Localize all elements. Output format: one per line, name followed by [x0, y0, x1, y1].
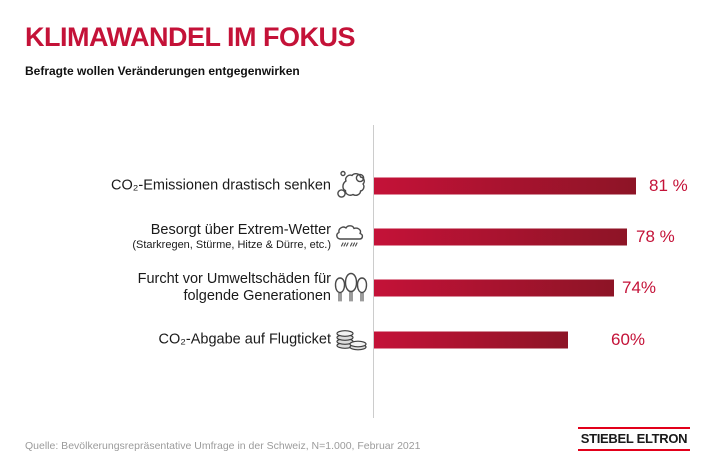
row-label: CO₂-Emissionen drastisch senken [31, 178, 331, 195]
row-label: Besorgt über Extrem-Wetter (Starkregen, … [31, 222, 331, 252]
stiebel-eltron-logo: STIEBEL ELTRON [578, 427, 690, 451]
bar-extrem-wetter [374, 228, 627, 246]
row-label-line1: Besorgt über Extrem-Wetter [150, 222, 331, 238]
bar-value-label: 60% [611, 330, 646, 349]
page-title: KLIMAWANDEL IM FOKUS [25, 22, 356, 52]
coins-icon [332, 320, 370, 360]
row-label-line1: CO₂-Abgabe auf Flugticket [158, 331, 331, 348]
rain-cloud-icon [332, 217, 370, 257]
bar-value-label: 78 % [636, 227, 675, 246]
bar-co2-abgabe [374, 331, 568, 349]
source-note: Quelle: Bevölkerungsrepräsentative Umfra… [25, 440, 421, 452]
page-subtitle: Befragte wollen Veränderungen entgegenwi… [25, 64, 300, 78]
row-label-line2: folgende Generationen [183, 288, 331, 304]
chart-axis-line [373, 125, 374, 418]
bar-co2-emissionen [374, 177, 636, 195]
bar-umweltschaeden [374, 279, 614, 297]
trees-icon [332, 268, 370, 308]
row-label: CO₂-Abgabe auf Flugticket [31, 332, 331, 349]
row-label-sub: (Starkregen, Stürme, Hitze & Dürre, etc.… [132, 239, 331, 251]
row-label-line1: Furcht vor Umweltschäden für [137, 271, 331, 287]
row-label: Furcht vor Umweltschäden für folgende Ge… [31, 271, 331, 305]
row-label-line1: CO₂-Emissionen drastisch senken [111, 177, 331, 194]
bar-value-label: 74% [622, 278, 657, 297]
co2-cloud-icon [332, 166, 370, 206]
bar-value-label: 81 % [649, 176, 688, 195]
